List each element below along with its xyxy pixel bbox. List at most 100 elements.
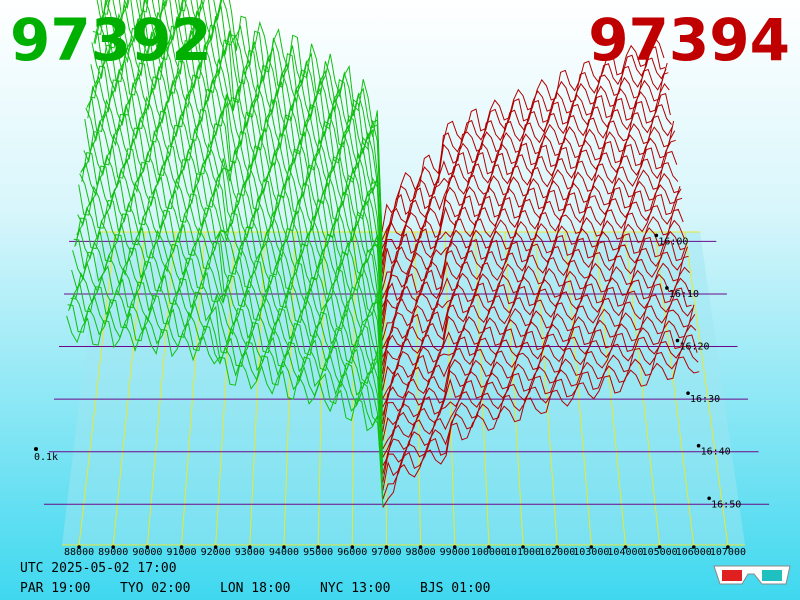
time-tick — [707, 496, 711, 501]
price-label: 92000 — [201, 547, 231, 558]
ask-curve — [381, 172, 680, 350]
bid-curve — [78, 184, 384, 408]
bid-curve — [70, 272, 384, 475]
bid-curve — [146, 0, 383, 233]
price-label: 100000 — [471, 547, 507, 558]
grid-line — [384, 231, 387, 546]
price-label: 88000 — [64, 547, 94, 558]
ask-curve — [382, 356, 700, 508]
price-label: 91000 — [166, 547, 196, 558]
time-label: 16:40 — [701, 447, 731, 458]
ask-curve — [382, 230, 686, 400]
grid-line — [444, 231, 456, 546]
grid-line — [594, 231, 626, 546]
bid-curve — [66, 315, 384, 508]
price-tick — [384, 545, 389, 549]
grid — [43, 231, 770, 546]
price-tick — [623, 545, 628, 549]
time-label: 16:50 — [711, 499, 741, 510]
price-tick — [213, 545, 218, 549]
city-clock: BJS 01:00 — [420, 581, 490, 596]
price-label: 93000 — [235, 547, 265, 558]
depth-curves — [66, 0, 700, 508]
price-tick — [726, 545, 730, 549]
depth-marker — [34, 447, 38, 451]
ask-curve — [381, 130, 676, 316]
price-label: 106000 — [676, 547, 712, 558]
ask-curve — [381, 46, 666, 241]
ask-curve — [382, 208, 684, 383]
grid-line — [215, 231, 236, 546]
time-tick — [696, 443, 701, 448]
ask-curve — [382, 334, 698, 491]
time-tick — [665, 286, 669, 290]
ask-price: 97394 — [588, 6, 790, 74]
price-label: 89000 — [98, 547, 128, 558]
city-clock: TYO 02:00 — [120, 581, 190, 596]
depth-label: 0.1k — [34, 452, 58, 463]
time-tick — [654, 233, 659, 238]
price-label: 105000 — [642, 547, 678, 558]
bid-curve — [80, 162, 383, 391]
ask-curve — [381, 188, 682, 366]
grid-line — [564, 231, 592, 546]
time-tick — [686, 391, 690, 395]
bid-curve — [92, 31, 383, 291]
city-clock: NYC 13:00 — [320, 581, 390, 596]
ask-curve — [381, 162, 679, 341]
ask-curve — [382, 324, 697, 483]
ask-curve — [381, 36, 665, 233]
city-clocks: PAR 19:00 TYO 02:00 LON 18:00 NYC 13:00 BJS … — [20, 581, 490, 596]
utc-clock: UTC 2025-05-02 17:00 — [20, 561, 177, 576]
time-label: 16:20 — [679, 342, 709, 353]
price-tick — [77, 545, 81, 549]
grid-line — [654, 231, 695, 546]
bid-curve — [94, 9, 383, 274]
time-label: 16:30 — [690, 394, 720, 405]
grid-line — [78, 231, 116, 546]
bid-curve — [88, 75, 383, 324]
price-tick — [350, 545, 355, 549]
bid-curve — [81, 152, 383, 383]
ask-curve — [381, 139, 676, 324]
bid-price: 97392 — [10, 6, 212, 74]
glasses-cyan-lens[interactable] — [762, 570, 782, 581]
price-label: 98000 — [406, 547, 436, 558]
ask-curve — [382, 314, 696, 475]
ask-curve — [381, 150, 678, 333]
price-label: 101000 — [505, 547, 541, 558]
grid-line — [146, 231, 176, 546]
glasses-red-lens[interactable] — [722, 570, 742, 581]
price-tick — [555, 545, 559, 549]
grid-line — [283, 231, 296, 546]
ask-curve — [382, 345, 699, 500]
price-label: 95000 — [303, 547, 333, 558]
grid-line — [684, 231, 729, 546]
price-tick — [691, 545, 696, 549]
ask-curve — [381, 72, 669, 266]
bid-curve — [107, 0, 383, 241]
ask-curve — [381, 92, 671, 283]
price-label: 94000 — [269, 547, 299, 558]
ask-curve — [382, 266, 690, 433]
price-label: 99000 — [440, 547, 470, 558]
ask-curve — [382, 219, 685, 391]
bid-curve — [89, 65, 383, 316]
ask-curve — [381, 82, 670, 274]
price-tick — [316, 545, 320, 549]
ask-curve — [381, 120, 675, 308]
ask-curve — [381, 104, 672, 291]
grid-line — [351, 231, 356, 546]
3d-glasses-toggle[interactable] — [713, 565, 791, 585]
price-label: 107000 — [710, 547, 746, 558]
price-tick — [282, 545, 286, 549]
ask-curve — [381, 115, 673, 300]
price-tick — [452, 545, 457, 549]
price-tick — [145, 545, 150, 549]
price-tick — [179, 545, 184, 549]
price-tick — [657, 545, 662, 549]
price-tick — [111, 545, 116, 549]
grid-line — [504, 231, 524, 546]
city-clock: LON 18:00 — [220, 581, 290, 596]
